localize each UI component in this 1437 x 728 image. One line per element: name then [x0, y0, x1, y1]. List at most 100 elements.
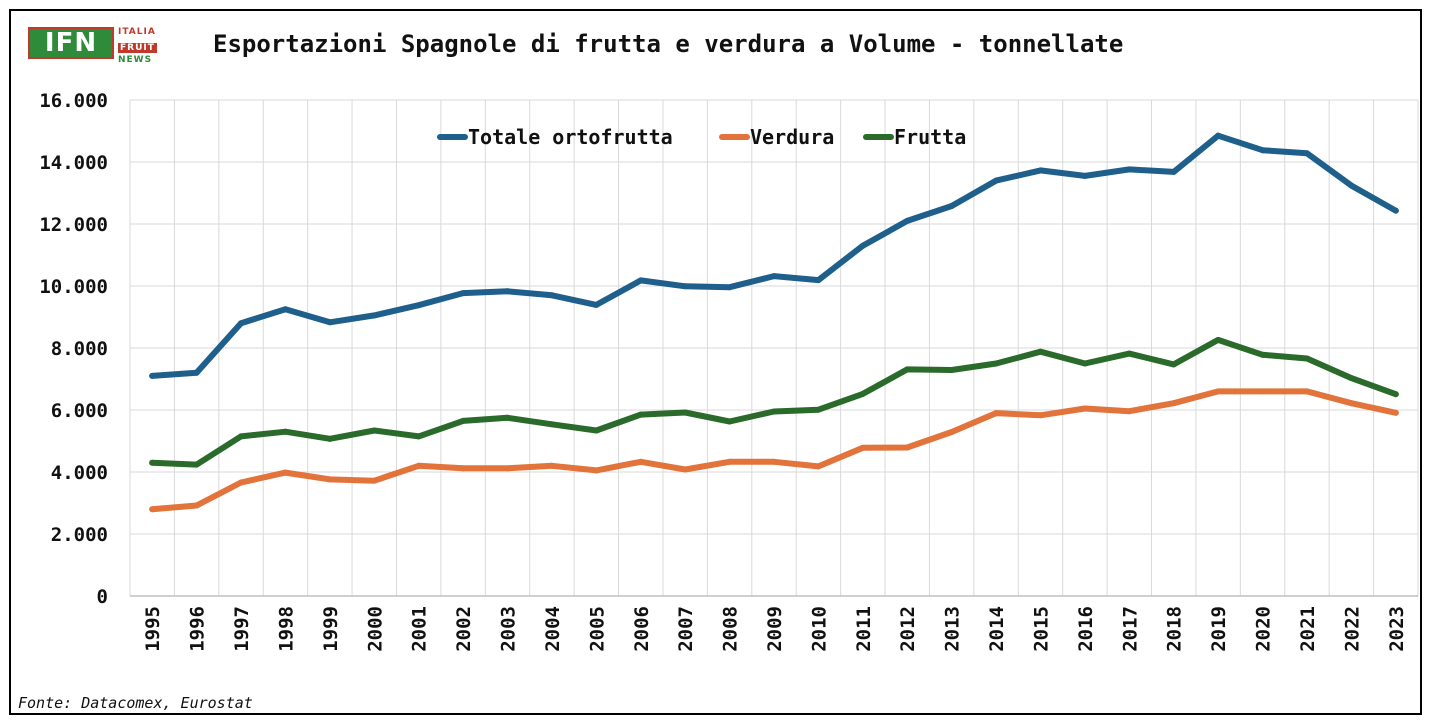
- data-point: [1259, 388, 1266, 395]
- series-line: [149, 132, 1399, 379]
- x-tick-label: 2008: [720, 606, 742, 652]
- data-point: [904, 217, 911, 224]
- x-tick-label: 1998: [275, 606, 297, 652]
- legend-label: Totale ortofrutta: [468, 125, 673, 149]
- data-point: [682, 409, 689, 416]
- data-point: [726, 458, 733, 465]
- data-point: [504, 288, 511, 295]
- x-tick-label: 2020: [1253, 606, 1275, 652]
- data-point: [682, 283, 689, 290]
- data-point: [1215, 388, 1222, 395]
- x-tick-label: 2012: [897, 606, 919, 652]
- data-point: [460, 465, 467, 472]
- y-tick-label: 4.000: [51, 462, 108, 484]
- data-point: [815, 277, 822, 284]
- data-point: [1037, 167, 1044, 174]
- data-point: [1259, 351, 1266, 358]
- data-point: [1348, 375, 1355, 382]
- x-tick-label: 2013: [942, 606, 964, 652]
- data-point: [1348, 400, 1355, 407]
- x-tick-label: 2011: [853, 606, 875, 652]
- y-tick-label: 16.000: [39, 90, 108, 112]
- x-tick-label: 2003: [498, 606, 520, 652]
- data-point: [904, 366, 911, 373]
- y-tick-label: 2.000: [51, 524, 108, 546]
- data-point: [948, 429, 955, 436]
- y-tick-label: 6.000: [51, 400, 108, 422]
- x-tick-label: 2017: [1119, 606, 1141, 652]
- data-point: [548, 421, 555, 428]
- logo-word-italia: ITALIA: [118, 27, 156, 37]
- x-tick-label: 2016: [1075, 606, 1097, 652]
- x-tick-label: 1995: [142, 606, 164, 652]
- data-point: [1126, 408, 1133, 415]
- data-point: [815, 406, 822, 413]
- data-point: [637, 411, 644, 418]
- x-tick-label: 2021: [1297, 606, 1319, 652]
- data-point: [948, 203, 955, 210]
- data-point: [1303, 388, 1310, 395]
- data-point: [193, 461, 200, 468]
- x-tick-label: 1996: [187, 606, 209, 652]
- data-point: [1170, 361, 1177, 368]
- data-point: [149, 506, 156, 513]
- x-tick-label: 2023: [1386, 606, 1408, 652]
- data-point: [682, 466, 689, 473]
- data-point: [1303, 355, 1310, 362]
- data-point: [326, 435, 333, 442]
- data-point: [415, 462, 422, 469]
- x-tick-label: 1997: [231, 606, 253, 652]
- ifn-logo: IFN ITALIA FRUIT NEWS: [28, 27, 173, 65]
- x-tick-label: 2007: [675, 606, 697, 652]
- data-point: [593, 427, 600, 434]
- data-point: [948, 367, 955, 374]
- data-point: [238, 320, 245, 327]
- data-point: [1215, 132, 1222, 139]
- logo-mark: IFN: [28, 27, 114, 59]
- x-tick-label: 2015: [1030, 606, 1052, 652]
- data-point: [1392, 207, 1399, 214]
- x-tick-label: 2019: [1208, 606, 1230, 652]
- legend-label: Verdura: [750, 125, 834, 149]
- data-point: [726, 418, 733, 425]
- data-point: [859, 242, 866, 249]
- x-tick-label: 1999: [320, 606, 342, 652]
- data-point: [1215, 336, 1222, 343]
- data-point: [1126, 350, 1133, 357]
- data-point: [815, 463, 822, 470]
- data-point: [637, 277, 644, 284]
- x-tick-label: 2001: [409, 606, 431, 652]
- series-line: [149, 336, 1399, 468]
- chart-frame: [9, 9, 1422, 715]
- data-point: [993, 360, 1000, 367]
- data-point: [1170, 400, 1177, 407]
- logo-word-news: NEWS: [118, 55, 153, 65]
- data-point: [238, 433, 245, 440]
- data-point: [637, 458, 644, 465]
- x-tick-label: 2009: [764, 606, 786, 652]
- data-point: [1259, 147, 1266, 154]
- data-point: [1081, 405, 1088, 412]
- data-point: [149, 372, 156, 379]
- data-point: [371, 427, 378, 434]
- data-point: [1170, 168, 1177, 175]
- data-point: [238, 479, 245, 486]
- data-point: [771, 458, 777, 465]
- data-point: [193, 502, 200, 509]
- x-tick-label: 2005: [586, 606, 608, 652]
- data-point: [1392, 391, 1399, 398]
- data-point: [193, 369, 200, 376]
- data-point: [326, 476, 333, 483]
- data-point: [1081, 360, 1088, 367]
- data-point: [326, 319, 333, 326]
- y-tick-label: 12.000: [39, 214, 108, 236]
- data-point: [1037, 412, 1044, 419]
- legend-label: Frutta: [894, 125, 966, 149]
- data-point: [1348, 182, 1355, 189]
- y-tick-label: 8.000: [51, 338, 108, 360]
- x-tick-label: 2000: [364, 606, 386, 652]
- data-point: [460, 290, 467, 297]
- x-tick-label: 2014: [986, 606, 1008, 652]
- x-tick-label: 2010: [808, 606, 830, 652]
